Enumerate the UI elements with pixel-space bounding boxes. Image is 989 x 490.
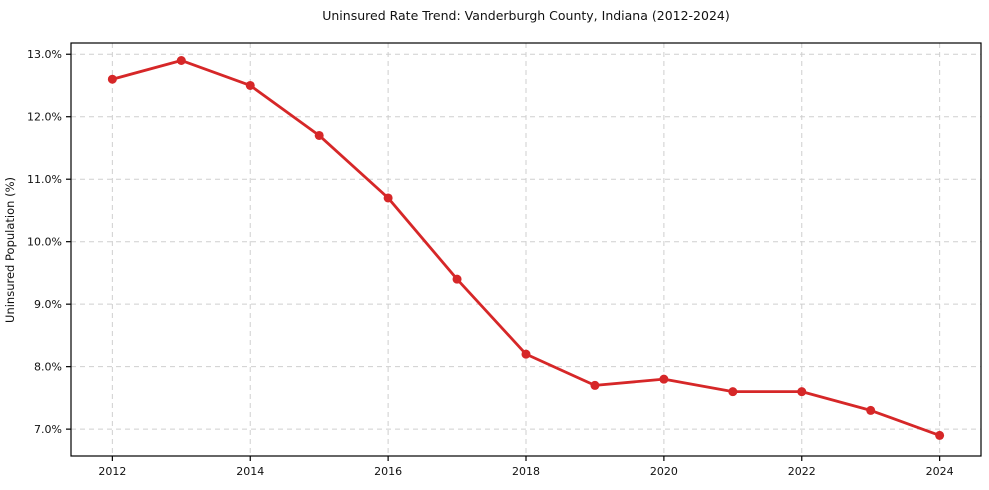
axis-frame	[70, 42, 982, 457]
x-tick-label: 2022	[788, 465, 816, 478]
data-point-2013	[176, 55, 186, 65]
y-tick-label: 8.0%	[34, 361, 62, 374]
y-tick-label: 13.0%	[27, 48, 62, 61]
data-point-2012	[107, 74, 117, 84]
data-point-2016	[383, 193, 393, 203]
y-tick-label: 9.0%	[34, 298, 62, 311]
data-point-2022	[797, 387, 807, 397]
data-point-2024	[935, 430, 945, 440]
y-tick-label: 11.0%	[27, 173, 62, 186]
x-tick-label: 2024	[926, 465, 954, 478]
data-point-2020	[659, 374, 669, 384]
data-point-2018	[521, 349, 531, 359]
x-tick-label: 2012	[98, 465, 126, 478]
data-point-2019	[590, 380, 600, 390]
x-tick-label: 2014	[236, 465, 264, 478]
y-tick-label: 12.0%	[27, 111, 62, 124]
data-point-2023	[866, 405, 876, 415]
grid-lines	[71, 43, 981, 456]
x-tick-label: 2020	[650, 465, 678, 478]
y-tick-label: 7.0%	[34, 423, 62, 436]
plot-series	[107, 55, 945, 440]
data-point-2014	[245, 80, 255, 90]
chart-title: Uninsured Rate Trend: Vanderburgh County…	[322, 8, 730, 23]
x-tick-label: 2016	[374, 465, 402, 478]
tick-marks	[66, 53, 941, 461]
x-tick-label: 2018	[512, 465, 540, 478]
y-axis-label: Uninsured Population (%)	[3, 177, 17, 323]
y-tick-label: 10.0%	[27, 236, 62, 249]
data-point-2015	[314, 130, 324, 140]
tick-labels: 7.0% 8.0% 9.0% 10.0% 11.0% 12.0% 13.0% 2012 2014…	[27, 48, 954, 478]
data-point-2021	[728, 387, 738, 397]
data-point-2017	[452, 274, 462, 284]
